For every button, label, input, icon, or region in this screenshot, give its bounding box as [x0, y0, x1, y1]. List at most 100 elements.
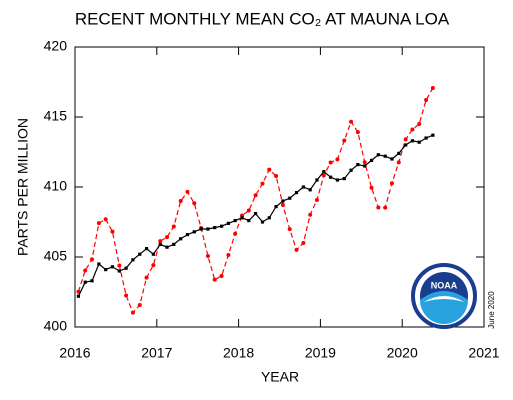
point	[396, 160, 401, 165]
point	[83, 268, 88, 273]
point	[390, 157, 394, 161]
point	[281, 199, 285, 203]
point	[431, 133, 435, 137]
point	[212, 277, 217, 282]
point	[301, 185, 305, 189]
point	[410, 127, 415, 132]
point	[246, 208, 251, 213]
point	[417, 122, 422, 126]
point	[356, 163, 360, 167]
point	[369, 185, 374, 190]
point	[226, 253, 231, 258]
point	[294, 247, 299, 252]
point	[335, 157, 340, 162]
point	[383, 154, 387, 158]
point	[389, 181, 394, 186]
point	[158, 239, 163, 244]
point	[219, 224, 224, 228]
point	[124, 293, 129, 298]
point	[349, 168, 353, 172]
point	[294, 191, 299, 195]
point	[342, 177, 346, 181]
y-tick-label: 420	[44, 38, 68, 54]
point	[103, 217, 108, 222]
point	[110, 229, 115, 234]
x-tick-label: 2017	[141, 345, 172, 361]
point	[376, 153, 380, 157]
point	[90, 257, 95, 262]
point	[185, 189, 190, 194]
point	[403, 137, 408, 142]
point	[97, 262, 101, 266]
y-tick-label: 415	[44, 108, 68, 124]
point	[130, 310, 135, 315]
noaa-logo: NOAA	[411, 263, 477, 329]
point	[383, 205, 388, 210]
point	[253, 193, 258, 198]
point	[280, 203, 285, 208]
date-note: June 2020	[487, 291, 496, 329]
point	[260, 220, 265, 224]
point	[233, 231, 238, 236]
point	[165, 245, 169, 249]
point	[144, 247, 149, 251]
point	[342, 138, 347, 143]
point	[349, 119, 354, 124]
point	[96, 221, 101, 226]
x-tick-label: 2020	[387, 345, 418, 361]
point	[219, 274, 224, 279]
point	[185, 233, 190, 237]
point	[328, 160, 333, 165]
series-line	[77, 87, 434, 314]
point	[417, 140, 421, 144]
point	[355, 130, 360, 135]
point	[267, 216, 271, 220]
point	[274, 205, 278, 209]
chart-title: RECENT MONTHLY MEAN CO₂ AT MAUNA LOA	[75, 9, 450, 28]
point	[322, 170, 326, 174]
x-axis-label: YEAR	[261, 369, 299, 385]
point	[240, 216, 244, 220]
point	[76, 294, 81, 298]
point	[117, 263, 122, 268]
y-tick-label: 405	[44, 248, 68, 264]
y-tick-label: 410	[44, 178, 68, 194]
point	[90, 279, 94, 283]
logo-bird	[424, 296, 464, 302]
point	[192, 201, 197, 206]
point	[131, 258, 135, 262]
point	[404, 143, 408, 147]
point	[362, 160, 367, 165]
point	[287, 227, 292, 232]
point	[226, 221, 230, 225]
point	[151, 263, 156, 268]
point	[213, 226, 217, 230]
point	[104, 268, 108, 272]
point	[247, 219, 251, 223]
point	[410, 139, 415, 143]
point	[178, 199, 183, 203]
point	[138, 252, 142, 256]
y-axis-label: PARTS PER MILLION	[15, 118, 31, 256]
series-line	[77, 134, 434, 297]
point	[397, 151, 401, 155]
point	[308, 188, 312, 192]
point	[206, 227, 210, 231]
point	[424, 136, 428, 140]
point	[301, 241, 306, 245]
point	[363, 164, 367, 168]
point	[124, 266, 128, 270]
x-tick-label: 2018	[223, 345, 254, 361]
point	[117, 269, 121, 273]
point	[233, 219, 237, 223]
point	[335, 178, 340, 182]
x-tick-label: 2021	[468, 345, 499, 361]
point	[205, 254, 210, 259]
point	[151, 252, 155, 256]
point	[376, 205, 381, 210]
point	[315, 178, 319, 182]
point	[172, 242, 176, 246]
x-tick-label: 2016	[59, 345, 90, 361]
point	[171, 224, 176, 229]
